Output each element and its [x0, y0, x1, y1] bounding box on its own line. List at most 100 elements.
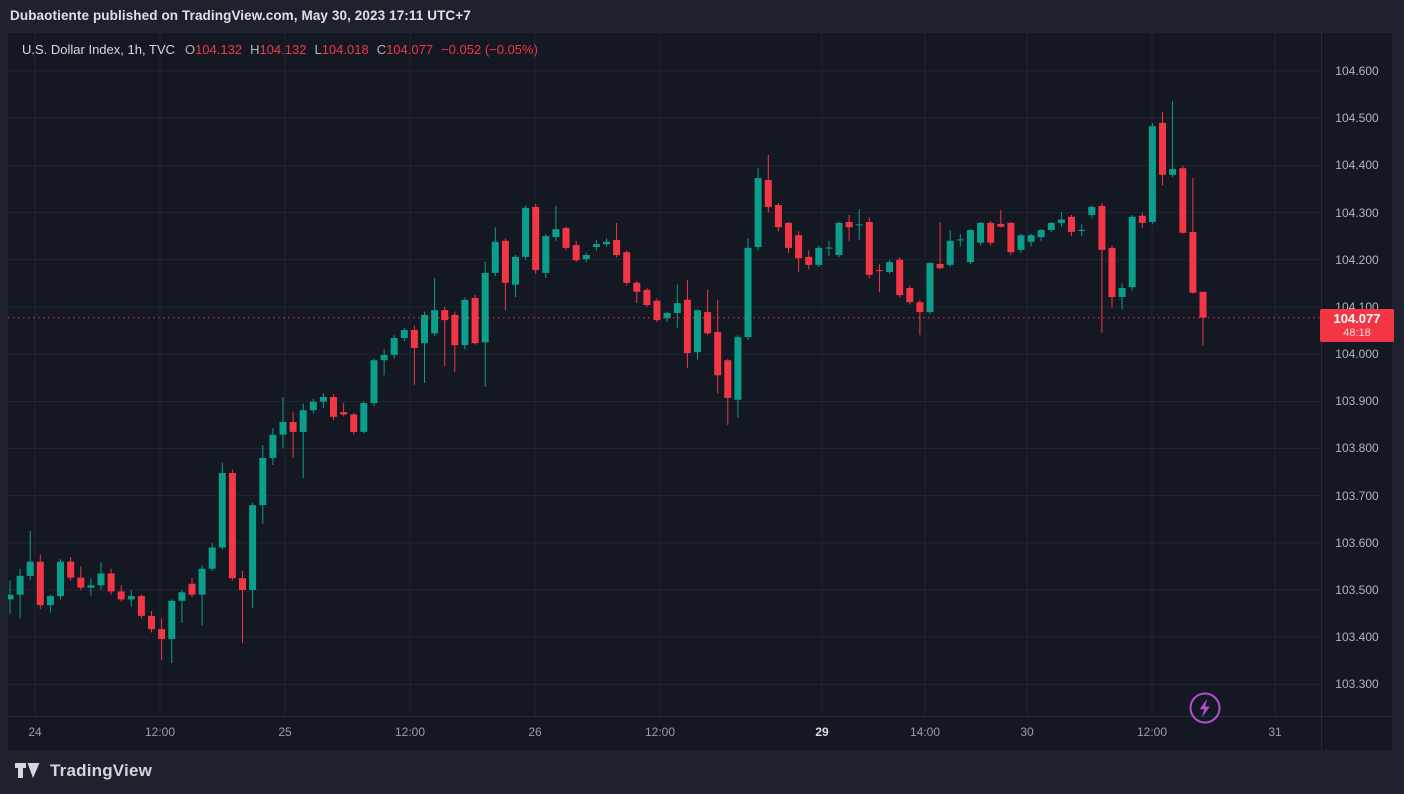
- candle: [1047, 222, 1055, 233]
- candle: [835, 222, 843, 258]
- candle: [997, 210, 1005, 228]
- candle: [592, 239, 600, 251]
- candle: [572, 240, 580, 263]
- candle: [97, 562, 105, 590]
- candle: [1027, 233, 1035, 247]
- candle: [249, 502, 257, 608]
- candle: [896, 257, 904, 298]
- candle: [987, 221, 995, 246]
- candle: [67, 557, 75, 581]
- ohlc-close: C104.077: [376, 42, 434, 57]
- time-tick-label: 14:00: [909, 725, 941, 739]
- candle: [299, 403, 307, 479]
- candle: [471, 295, 479, 345]
- candle: [77, 566, 85, 590]
- candle: [774, 203, 782, 232]
- candle: [208, 542, 216, 572]
- candle: [562, 226, 570, 251]
- candle: [694, 309, 701, 360]
- candle: [704, 289, 712, 336]
- candle: [1199, 291, 1207, 346]
- candle: [26, 531, 34, 581]
- candle: [239, 571, 246, 644]
- time-tick-label: 12:00: [1136, 725, 1168, 739]
- tradingview-brand-link[interactable]: TradingView: [14, 760, 152, 781]
- time-tick-label: 25: [278, 725, 292, 739]
- candle: [906, 285, 914, 305]
- flash-button[interactable]: [1186, 689, 1224, 727]
- candle: [1007, 222, 1015, 255]
- candle: [946, 230, 954, 267]
- candle: [926, 262, 934, 314]
- price-tick-label: 103.700: [1335, 488, 1379, 503]
- candle: [8, 580, 14, 614]
- candle: [744, 238, 752, 340]
- price-axis-separator: [1321, 33, 1322, 750]
- candle: [532, 204, 540, 274]
- price-tick-label: 103.900: [1335, 394, 1379, 409]
- candle: [552, 205, 560, 241]
- candle: [663, 311, 671, 322]
- candle: [886, 259, 894, 274]
- candle: [653, 298, 661, 322]
- candle: [977, 222, 985, 246]
- ohlc-open: O104.132: [184, 42, 243, 57]
- candle: [57, 559, 64, 600]
- time-tick-label: 30: [1020, 725, 1034, 739]
- candlestick-chart[interactable]: [8, 33, 1322, 717]
- candle: [1078, 224, 1086, 237]
- price-tick-label: 104.200: [1335, 252, 1379, 267]
- time-axis[interactable]: 24 12:00 25 12:00 26 12:00 29 14:00 30 12:00 31: [8, 717, 1392, 750]
- publish-header: Dubaotiente published on TradingView.com…: [0, 0, 1404, 33]
- price-axis[interactable]: 104.600 104.500 104.400 104.300 104.200 104.1…: [1322, 33, 1392, 716]
- candle: [441, 306, 449, 366]
- candle: [46, 594, 54, 613]
- ohlc-low: L104.018: [314, 42, 369, 57]
- price-tick-label: 103.600: [1335, 535, 1379, 550]
- candle: [228, 469, 236, 581]
- candle: [158, 618, 166, 660]
- candle: [87, 578, 95, 596]
- candle: [491, 227, 499, 277]
- candle: [1098, 203, 1106, 333]
- candle: [613, 222, 621, 258]
- price-tick-label: 103.300: [1335, 677, 1379, 692]
- candle: [1088, 205, 1096, 219]
- candle: [259, 445, 267, 524]
- candle: [1138, 212, 1146, 228]
- candle: [603, 238, 610, 247]
- price-tick-label: 104.000: [1335, 347, 1379, 362]
- time-tick-label: 12:00: [644, 725, 676, 739]
- brand-text: TradingView: [50, 760, 153, 780]
- grid: [8, 33, 1322, 717]
- candle: [683, 280, 691, 368]
- candle: [1057, 212, 1065, 227]
- price-tick-label: 104.300: [1335, 205, 1379, 220]
- time-tick-label: 24: [28, 725, 42, 739]
- candle: [633, 281, 641, 304]
- candle: [1118, 283, 1126, 310]
- lightning-icon: [1189, 692, 1221, 724]
- candle: [936, 222, 944, 270]
- candle: [714, 299, 722, 394]
- candle: [360, 401, 368, 434]
- time-tick-label: 12:00: [144, 725, 176, 739]
- candle: [734, 335, 742, 418]
- candle: [390, 335, 398, 359]
- price-tick-label: 104.400: [1335, 158, 1379, 173]
- candle: [1189, 178, 1197, 294]
- candle: [148, 611, 155, 633]
- candle: [289, 412, 297, 458]
- candle: [724, 358, 732, 425]
- candle: [178, 590, 186, 623]
- candle: [431, 278, 439, 337]
- candle: [188, 578, 196, 598]
- ohlc-high: H104.132: [250, 42, 307, 57]
- time-axis-separator: [8, 716, 1392, 717]
- candle: [542, 233, 550, 279]
- candle: [107, 568, 115, 595]
- candle: [198, 565, 206, 626]
- time-tick-label: 26: [528, 725, 542, 739]
- candles-layer: [8, 101, 1207, 664]
- publish-header-text: Dubaotiente published on TradingView.com…: [10, 8, 471, 23]
